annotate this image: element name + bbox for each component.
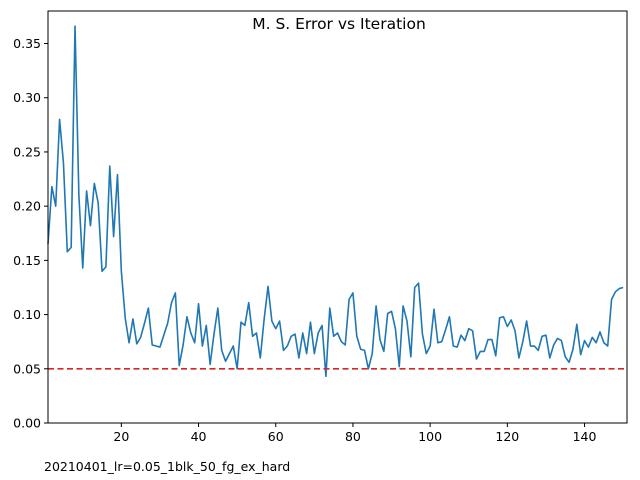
x-tick-label: 140 [573,429,597,444]
x-tick-label: 60 [268,429,284,444]
chart-footnote: 20210401_lr=0.05_1blk_50_fg_ex_hard [44,459,290,474]
y-tick-label: 0.30 [13,90,41,105]
x-tick-label: 80 [345,429,361,444]
chart-title: M. S. Error vs Iteration [252,15,426,33]
x-tick-label: 40 [191,429,207,444]
y-tick-label: 0.20 [13,199,41,214]
y-tick-label: 0.15 [13,253,41,268]
axes-frame [47,10,628,424]
x-tick-label: 100 [418,429,442,444]
x-axis: 20 40 60 80 100 120 140 [113,423,597,444]
y-tick-label: 0.10 [13,307,41,322]
y-axis: 0.00 0.05 0.10 0.15 0.20 0.25 0.30 0.35 [13,36,48,431]
plot-area [47,25,627,378]
y-tick-label: 0.35 [13,36,41,51]
x-tick-label: 20 [113,429,129,444]
y-tick-label: 0.25 [13,144,41,159]
x-tick-label: 120 [495,429,519,444]
y-tick-label: 0.05 [13,361,41,376]
series-line-0 [47,25,624,378]
y-tick-label: 0.00 [13,416,41,431]
